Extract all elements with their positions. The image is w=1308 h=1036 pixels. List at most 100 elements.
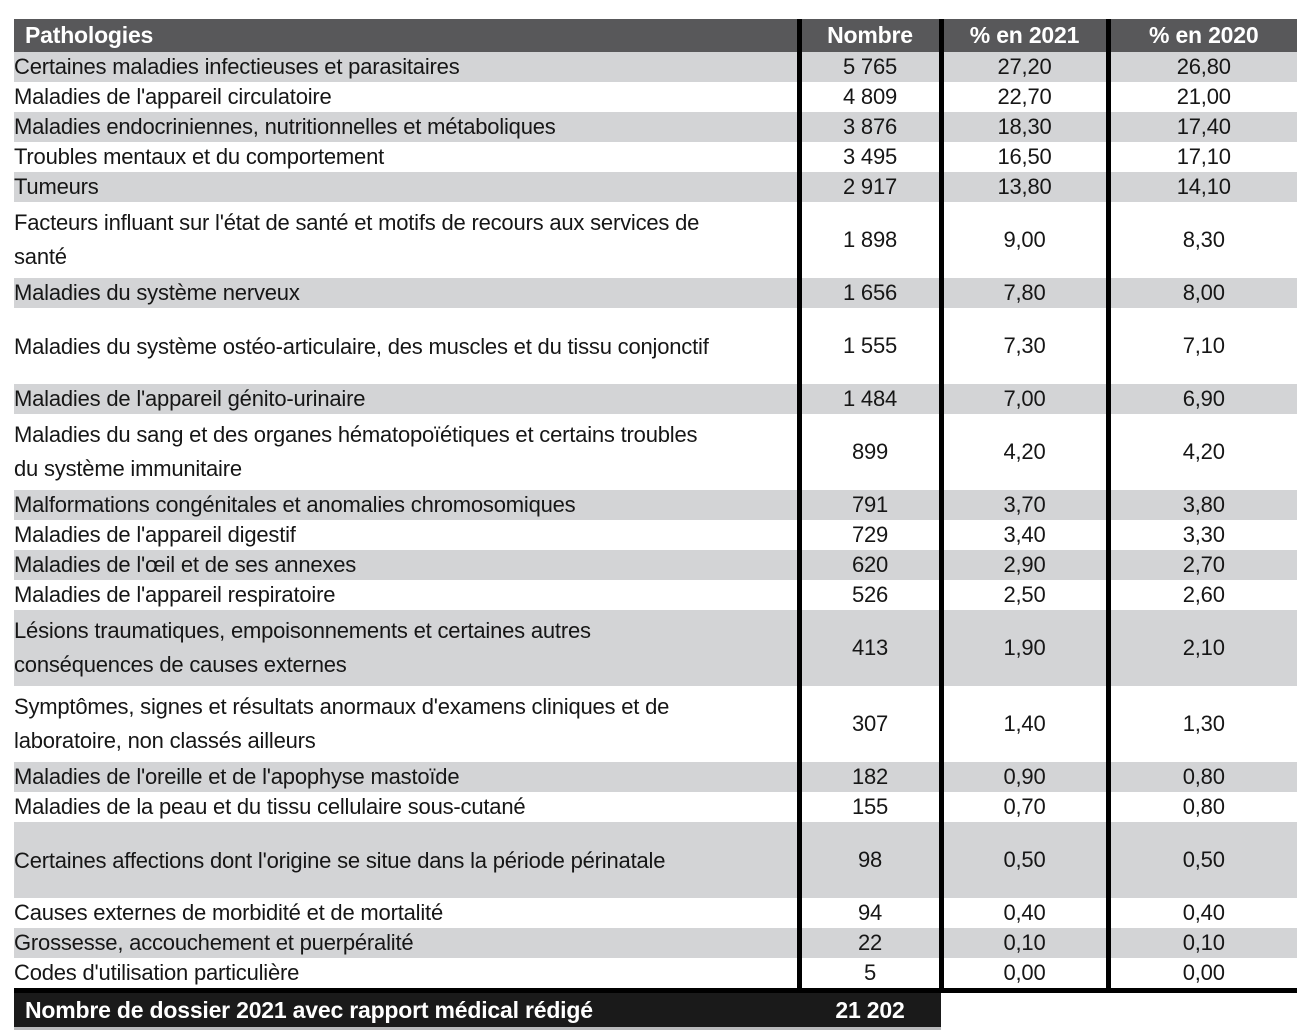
pct-2021-cell: 1,40	[938, 686, 1108, 762]
pct-2021-cell: 7,30	[938, 308, 1108, 384]
pct-2020-cell: 0,50	[1105, 822, 1297, 898]
pathology-cell: Causes externes de morbidité et de morta…	[14, 900, 443, 925]
pathology-cell: Lésions traumatiques, empoisonnements et…	[14, 618, 591, 677]
pct-2021-cell: 7,80	[938, 278, 1108, 308]
total-row-value: 21 202	[835, 997, 905, 1023]
pathology-cell: Tumeurs	[14, 174, 99, 199]
pathology-cell: Facteurs influant sur l'état de santé et…	[14, 210, 700, 269]
nombre-cell: 4 809	[796, 82, 941, 112]
pathology-cell: Maladies de la peau et du tissu cellulai…	[14, 794, 526, 819]
pct-2020-cell: 0,40	[1105, 898, 1297, 928]
pct-2020-cell: 17,10	[1105, 142, 1297, 172]
table-row: Malformations congénitales et anomalies …	[14, 490, 1297, 520]
pct-2020-cell: 21,00	[1105, 82, 1297, 112]
table-row: Tumeurs 2 917 13,80 14,10	[14, 172, 1297, 202]
pct-2020-cell: 17,40	[1105, 112, 1297, 142]
pct-2021-cell: 4,20	[938, 414, 1108, 490]
table-row: Lésions traumatiques, empoisonnements et…	[14, 610, 1297, 686]
col-header-pathologies: Pathologies	[14, 19, 799, 52]
nombre-cell: 729	[796, 520, 941, 550]
table-row: Maladies de l'appareil respiratoire 526 2,…	[14, 580, 1297, 610]
pct-2020-cell: 26,80	[1105, 52, 1297, 82]
table-row: Maladies endocriniennes, nutritionnelles…	[14, 112, 1297, 142]
col-header-nombre: Nombre	[796, 19, 941, 52]
pct-2021-cell: 3,70	[938, 490, 1108, 520]
pct-2021-cell: 0,90	[938, 762, 1108, 792]
nombre-cell: 1 555	[796, 308, 941, 384]
nombre-cell: 413	[796, 610, 941, 686]
pathology-cell: Maladies du système ostéo-articulaire, d…	[14, 333, 709, 359]
nombre-cell: 3 876	[796, 112, 941, 142]
nombre-cell: 526	[796, 580, 941, 610]
pathology-cell: Maladies de l'œil et de ses annexes	[14, 552, 357, 577]
pathology-cell: Grossesse, accouchement et puerpéralité	[14, 930, 414, 955]
pct-2021-cell: 1,90	[938, 610, 1108, 686]
header-row: Pathologies Nombre % en 2021 % en 2020	[14, 19, 1297, 52]
nombre-cell: 94	[796, 898, 941, 928]
pct-2020-cell: 3,80	[1105, 490, 1297, 520]
pct-2021-cell: 0,70	[938, 792, 1108, 822]
pct-2021-cell: 27,20	[938, 52, 1108, 82]
nombre-cell: 155	[796, 792, 941, 822]
col-header-pct-2021: % en 2021	[938, 19, 1108, 52]
nombre-cell: 98	[796, 822, 941, 898]
pct-2021-cell: 18,30	[938, 112, 1108, 142]
pathology-cell: Maladies de l'appareil génito-urinaire	[14, 386, 366, 411]
nombre-cell: 1 898	[796, 202, 941, 278]
table-row: Maladies du sang et des organes hématopo…	[14, 414, 1297, 490]
table-row: Grossesse, accouchement et puerpéralité 2…	[14, 928, 1297, 958]
pct-2020-cell: 3,30	[1105, 520, 1297, 550]
pct-2021-cell: 3,40	[938, 520, 1108, 550]
nombre-cell: 307	[796, 686, 941, 762]
table-row: Maladies de l'œil et de ses annexes 620 2,…	[14, 550, 1297, 580]
pct-2020-cell: 6,90	[1105, 384, 1297, 414]
table-row: Causes externes de morbidité et de morta…	[14, 898, 1297, 928]
pct-2021-cell: 0,40	[938, 898, 1108, 928]
nombre-cell: 5 765	[796, 52, 941, 82]
pct-2020-cell: 8,30	[1105, 202, 1297, 278]
table-row: Certaines maladies infectieuses et paras…	[14, 52, 1297, 82]
pathology-cell: Certaines maladies infectieuses et paras…	[14, 54, 460, 79]
table-row: Maladies de l'oreille et de l'apophyse m…	[14, 762, 1297, 792]
pct-2021-cell: 16,50	[938, 142, 1108, 172]
pct-2020-cell: 0,10	[1105, 928, 1297, 958]
pathology-cell: Maladies de l'appareil respiratoire	[14, 582, 336, 607]
pathology-cell: Maladies du système nerveux	[14, 280, 300, 305]
nombre-cell: 620	[796, 550, 941, 580]
pathology-cell: Maladies endocriniennes, nutritionnelles…	[14, 114, 556, 139]
table-row: Maladies de la peau et du tissu cellulai…	[14, 792, 1297, 822]
table-row: Maladies de l'appareil génito-urinaire 1 …	[14, 384, 1297, 414]
pct-2021-cell: 0,00	[938, 958, 1108, 993]
pct-2020-cell: 14,10	[1105, 172, 1297, 202]
pct-2020-cell: 7,10	[1105, 308, 1297, 384]
pct-2020-cell: 2,10	[1105, 610, 1297, 686]
total-row-label: Nombre de dossier 2021 avec rapport médi…	[25, 997, 593, 1023]
nombre-cell: 1 484	[796, 384, 941, 414]
pct-2020-cell: 8,00	[1105, 278, 1297, 308]
total-row: Nombre de dossier 2021 avec rapport médi…	[14, 993, 941, 1030]
nombre-cell: 1 656	[796, 278, 941, 308]
table-row: Maladies du système nerveux 1 656 7,80 8,00	[14, 278, 1297, 308]
nombre-cell: 22	[796, 928, 941, 958]
col-header-pct-2020: % en 2020	[1105, 19, 1297, 52]
table-body: Certaines maladies infectieuses et paras…	[14, 52, 1297, 993]
pathologies-table: Pathologies Nombre % en 2021 % en 2020 C…	[14, 19, 1297, 993]
pct-2021-cell: 0,50	[938, 822, 1108, 898]
pct-2020-cell: 2,60	[1105, 580, 1297, 610]
nombre-cell: 2 917	[796, 172, 941, 202]
pct-2020-cell: 0,80	[1105, 762, 1297, 792]
nombre-cell: 791	[796, 490, 941, 520]
pct-2020-cell: 4,20	[1105, 414, 1297, 490]
pathology-cell: Certaines affections dont l'origine se s…	[14, 847, 666, 873]
table-row: Troubles mentaux et du comportement 3 495…	[14, 142, 1297, 172]
pct-2020-cell: 0,80	[1105, 792, 1297, 822]
nombre-cell: 182	[796, 762, 941, 792]
table-row: Maladies de l'appareil circulatoire 4 809…	[14, 82, 1297, 112]
table-row: Maladies de l'appareil digestif 729 3,40 3,…	[14, 520, 1297, 550]
pathology-cell: Maladies de l'appareil circulatoire	[14, 84, 332, 109]
pathology-cell: Codes d'utilisation particulière	[14, 958, 799, 993]
pct-2021-cell: 13,80	[938, 172, 1108, 202]
pct-2021-cell: 0,10	[938, 928, 1108, 958]
pct-2021-cell: 2,90	[938, 550, 1108, 580]
